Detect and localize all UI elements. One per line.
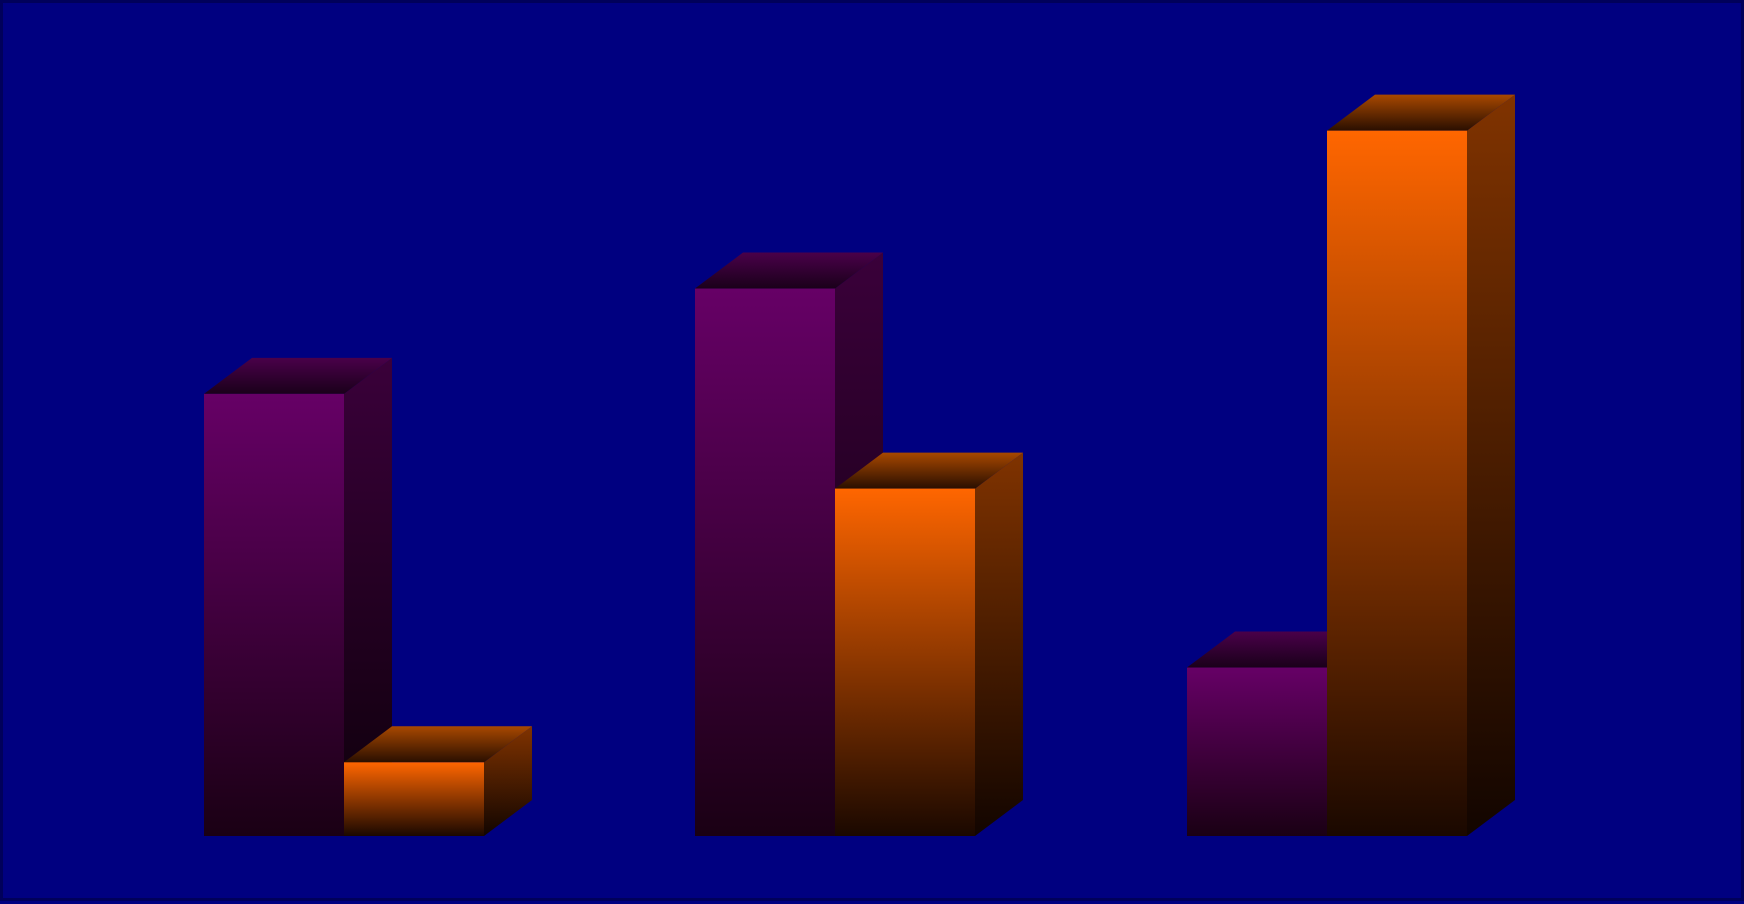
bar-top-face: [695, 252, 883, 289]
bar-front-face: [835, 488, 975, 836]
bar-side-face: [975, 452, 1023, 836]
bar-series-2-group-2: [835, 452, 1023, 836]
bar-series-2-group-3: [1327, 94, 1515, 836]
bar-series-2-group-1: [344, 726, 532, 836]
bar-side-face: [1467, 94, 1515, 836]
bar-front-face: [695, 288, 835, 836]
bar-group-1: [204, 357, 532, 836]
bar-front-face: [1327, 130, 1467, 836]
bar-front-face: [1187, 667, 1327, 836]
bar-side-face: [484, 726, 532, 836]
bar-group-3: [1187, 94, 1515, 836]
bar-top-face: [204, 357, 392, 394]
chart-plot: [204, 94, 1515, 837]
bar-top-face: [835, 452, 1023, 489]
bar-front-face: [344, 762, 484, 836]
bar-top-face: [344, 726, 532, 763]
bars-layer: [204, 94, 1515, 837]
bar-group-2: [695, 252, 1023, 837]
bar-top-face: [1327, 94, 1515, 131]
bar-front-face: [204, 393, 344, 836]
bar-side-face: [344, 357, 392, 836]
bar-series-1-group-1: [204, 357, 392, 836]
